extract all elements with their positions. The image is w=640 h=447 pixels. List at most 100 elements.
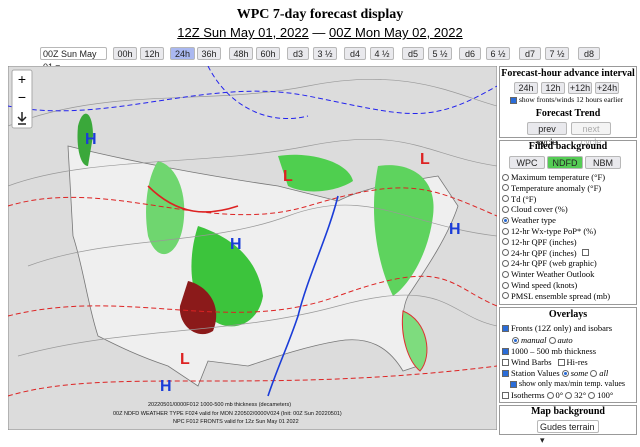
advance-button[interactable]: +24h [595, 82, 619, 94]
hour-button[interactable]: 5 ½ [428, 47, 452, 60]
checkbox[interactable] [502, 391, 509, 399]
radio[interactable] [502, 281, 509, 289]
hour-button[interactable]: d3 [287, 47, 309, 60]
background-option[interactable]: PMSL ensemble spread (mb) [502, 291, 610, 301]
option-label: Cloud cover (%) [511, 204, 568, 215]
background-option[interactable]: Td (°F) [502, 194, 536, 204]
overlay-label: show only max/min temp. values [519, 379, 625, 388]
radio[interactable] [512, 336, 519, 344]
background-option[interactable]: Temperature anomaly (°F) [502, 183, 601, 193]
hour-button[interactable]: d4 [344, 47, 366, 60]
overlay-wind[interactable]: Wind Barbs Hi-res [502, 357, 588, 367]
high-label: H [449, 221, 461, 238]
map-bg-select[interactable]: Gudes terrain ▾ [537, 420, 599, 445]
radio[interactable] [546, 391, 554, 399]
background-option[interactable]: 24-hr QPF (inches) [502, 248, 589, 258]
hour-button[interactable]: 12h [140, 47, 164, 60]
option-label: Temperature anomaly (°F) [511, 182, 602, 193]
radio[interactable] [502, 292, 509, 300]
overlay-maxmin[interactable]: show only max/min temp. values [510, 379, 625, 389]
checkbox[interactable] [510, 96, 517, 104]
radio-label: auto [557, 335, 573, 345]
checkbox[interactable] [581, 249, 589, 257]
option-label: Winter Weather Outlook [511, 269, 595, 280]
hour-button[interactable]: 36h [197, 47, 221, 60]
hour-button[interactable]: 3 ½ [313, 47, 337, 60]
cycle-select[interactable]: 00Z Sun May 01 ▾ [40, 47, 107, 72]
background-option[interactable]: Wind speed (knots) [502, 280, 577, 290]
valid-end[interactable]: 00Z Mon May 02, 2022 [329, 25, 463, 40]
precip-area [146, 161, 185, 255]
checkbox[interactable] [502, 358, 509, 366]
background-tab[interactable]: NBM [585, 156, 621, 169]
section-title: Filled background [528, 141, 608, 152]
radio[interactable] [502, 205, 509, 213]
trend-button: next cycle [571, 122, 611, 147]
radio-label: all [599, 368, 609, 378]
hour-button[interactable]: 7 ½ [545, 47, 569, 60]
hour-button[interactable]: 00h [113, 47, 137, 60]
background-option[interactable]: 12-hr Wx-type PoP* (%) [502, 226, 596, 236]
valid-start[interactable]: 12Z Sun May 01, 2022 [177, 25, 309, 40]
hour-button[interactable]: 60h [256, 47, 280, 60]
radio[interactable] [565, 391, 573, 399]
radio[interactable] [548, 336, 556, 344]
overlay-thickness[interactable]: 1000 – 500 mb thickness [502, 346, 596, 356]
hour-button[interactable]: 4 ½ [370, 47, 394, 60]
caption-line: 00Z NDFD WEATHER TYPE F024 valid for MON… [113, 411, 342, 417]
background-option[interactable]: Winter Weather Outlook [502, 269, 594, 279]
low-label: L [420, 151, 430, 168]
radio[interactable] [590, 369, 598, 377]
hour-button[interactable]: d6 [459, 47, 481, 60]
advance-button[interactable]: 24h [514, 82, 538, 94]
radio[interactable] [502, 184, 509, 192]
background-option[interactable]: Maximum temperature (°F) [502, 172, 605, 182]
forecast-map: H H H H L L L + − 20220501/0000F012 1000… [8, 66, 497, 430]
checkbox[interactable] [502, 347, 509, 355]
background-option[interactable]: 12-hr QPF (inches) [502, 237, 577, 247]
advance-button[interactable]: 12h [541, 82, 565, 94]
overlay-fronts[interactable]: Fronts (12Z only) and isobars [502, 323, 612, 333]
advance-button[interactable]: +12h [568, 82, 592, 94]
hour-button[interactable]: d5 [402, 47, 424, 60]
radio[interactable] [502, 270, 509, 278]
hour-button[interactable]: 24h [170, 47, 195, 60]
warm-front [147, 185, 239, 213]
checkbox[interactable] [502, 324, 509, 332]
precip-area [77, 113, 93, 166]
select-text: Gudes terrain [540, 422, 595, 432]
background-option[interactable]: Cloud cover (%) [502, 204, 568, 214]
radio[interactable] [502, 238, 509, 246]
trend-button[interactable]: prev cycle [527, 122, 567, 147]
thickness-lines [8, 66, 497, 120]
overlay-stations[interactable]: Station Values some all [502, 368, 608, 378]
zoom-in[interactable]: + [18, 71, 26, 87]
hour-button[interactable]: 48h [229, 47, 253, 60]
checkbox[interactable] [510, 380, 517, 388]
checkbox[interactable] [502, 369, 509, 377]
caption-line: NPC F012 FRONTS valid for 12z Sun May 01… [173, 419, 299, 425]
section-title: Map background [530, 406, 605, 417]
background-option[interactable]: 24-hr QPF (web graphic) [502, 258, 597, 268]
option-label: 12-hr QPF (inches) [511, 236, 577, 247]
zoom-out[interactable]: − [18, 89, 26, 105]
hour-button[interactable]: d8 [578, 47, 600, 60]
fronts-earlier[interactable]: show fronts/winds 12 hours earlier [510, 95, 623, 105]
hour-button[interactable]: d7 [519, 47, 541, 60]
radio[interactable] [561, 369, 569, 377]
checkbox[interactable] [557, 358, 565, 366]
high-label: H [230, 236, 242, 253]
download-icon[interactable] [17, 112, 27, 125]
radio[interactable] [502, 227, 509, 235]
hour-button[interactable]: 6 ½ [486, 47, 510, 60]
background-tab[interactable]: NDFD [547, 156, 583, 169]
overlay-isotherms[interactable]: Isotherms 0° 32° 100° [502, 390, 613, 400]
radio[interactable] [502, 249, 509, 257]
background-tab[interactable]: WPC [509, 156, 545, 169]
radio[interactable] [502, 195, 509, 203]
background-option[interactable]: Weather type [502, 215, 556, 225]
radio[interactable] [588, 391, 596, 399]
radio[interactable] [502, 216, 509, 224]
radio[interactable] [502, 259, 509, 267]
radio[interactable] [502, 173, 509, 181]
